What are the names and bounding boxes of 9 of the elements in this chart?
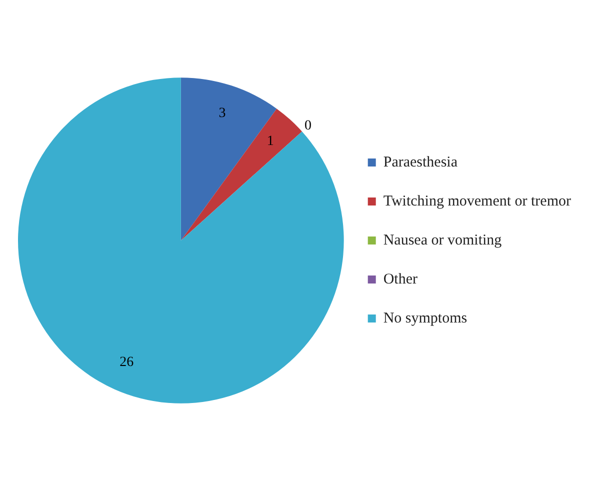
- text: 0: [304, 118, 312, 134]
- data-label: 26: [120, 355, 134, 370]
- legend-label: Other: [383, 271, 418, 288]
- data-label: 1: [266, 134, 274, 149]
- legend-label: No symptoms: [383, 310, 468, 326]
- legend-label: Nausea or vomiting: [383, 232, 502, 248]
- legend-label: Paraesthesia: [383, 154, 458, 170]
- data-label: 3: [218, 106, 226, 122]
- legend-label: Twitching movement or tremor: [383, 193, 572, 210]
